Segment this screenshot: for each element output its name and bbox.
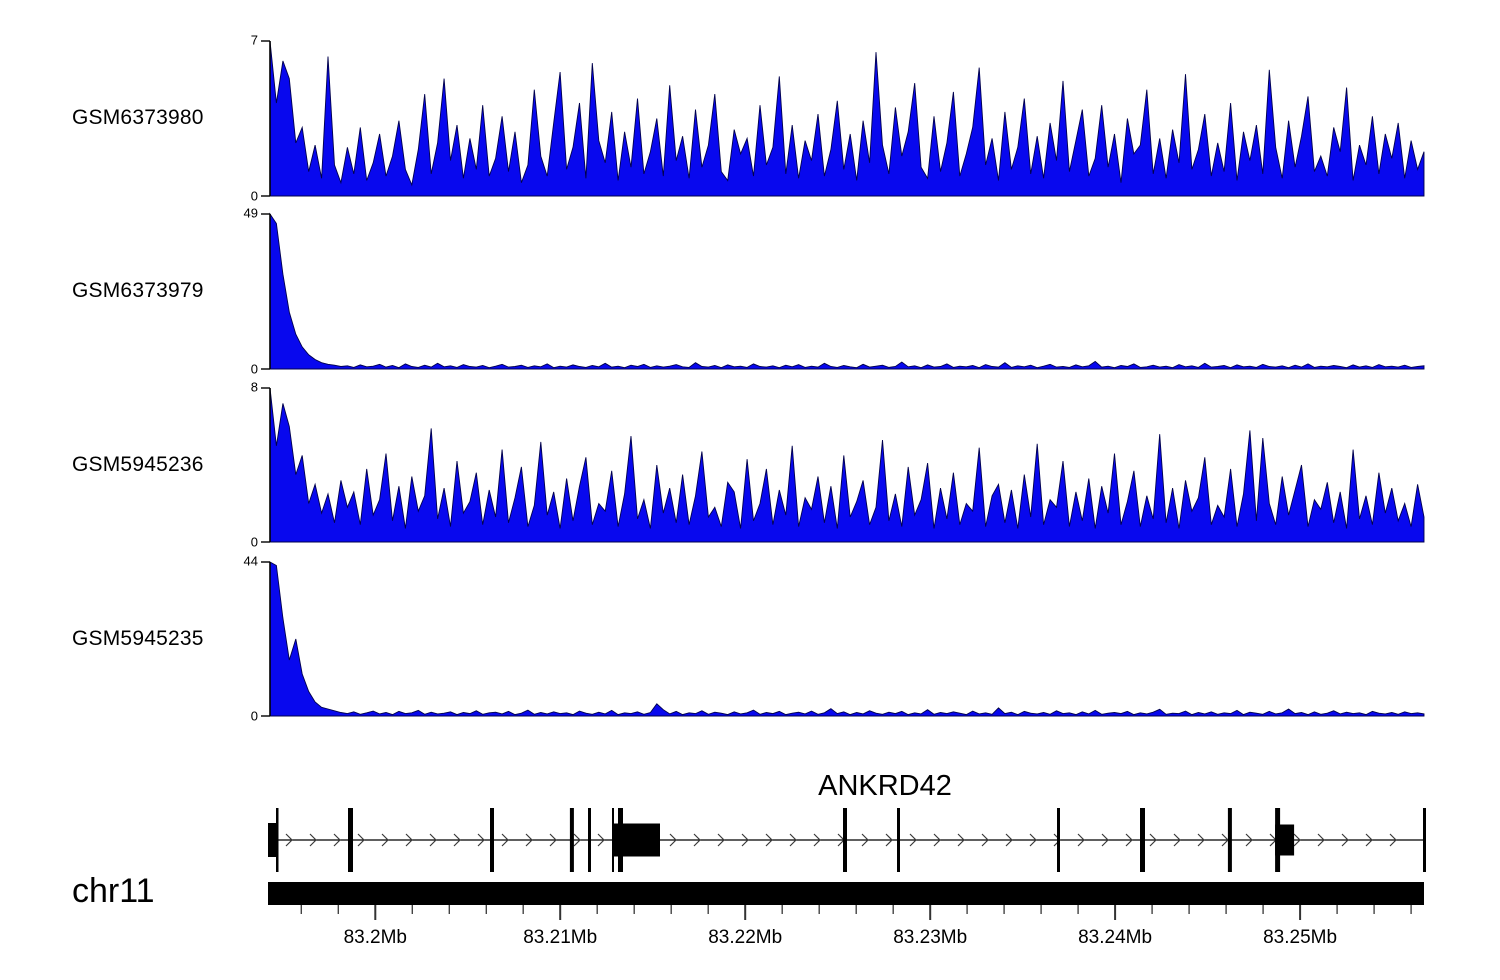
exon-bar	[843, 808, 847, 872]
gene-model-track	[268, 808, 1426, 872]
strand-arrow-icon	[885, 833, 893, 847]
strand-arrow-icon	[501, 833, 509, 847]
strand-arrow-icon	[741, 833, 749, 847]
strand-arrow-icon	[1149, 833, 1157, 847]
y-axis-zero-label: 0	[250, 534, 258, 550]
strand-arrow-icon	[1365, 833, 1373, 847]
strand-arrow-icon	[1029, 833, 1037, 847]
track-label: GSM6373980	[72, 106, 204, 129]
y-axis-zero-label: 0	[250, 188, 258, 204]
track-label: GSM5945235	[72, 626, 204, 650]
signal-area-plot	[261, 387, 1425, 543]
strand-arrow-icon	[789, 833, 797, 847]
exon-bar	[588, 808, 591, 872]
genomic-axis: 83.2Mb 83.21Mb 83.22Mb 83.23Mb 83.24Mb 83.25M…	[300, 905, 1412, 948]
signal-track-row: GSM6373980 7 0	[0, 34, 1500, 203]
x-tick-label: 83.24Mb	[1078, 927, 1152, 948]
chromosome-bar	[268, 882, 1424, 905]
strand-arrow-icon	[1245, 833, 1253, 847]
y-axis-max-label: 8	[250, 379, 258, 395]
strand-arrow-icon	[861, 833, 869, 847]
strand-arrow-icon	[405, 833, 413, 847]
exon-box	[1275, 824, 1295, 856]
exon-box	[268, 823, 276, 857]
strand-arrow-icon	[693, 833, 701, 847]
exon-bar	[276, 808, 279, 872]
strand-arrow-icon	[1293, 833, 1301, 847]
x-tick-label: 83.22Mb	[708, 927, 782, 948]
strand-arrow-icon	[1317, 833, 1325, 847]
x-tick-label: 83.23Mb	[893, 927, 967, 948]
gene-name-label: ANKRD42	[818, 770, 952, 802]
strand-arrow-icon	[549, 833, 557, 847]
signal-area-plot	[261, 40, 1425, 197]
track-label: GSM6373979	[72, 279, 204, 302]
y-axis-max-label: 7	[250, 32, 258, 48]
strand-arrow-icon	[597, 833, 605, 847]
strand-arrow-icon	[1389, 833, 1397, 847]
strand-arrow-icon	[1341, 833, 1349, 847]
exon-box	[612, 823, 660, 857]
track-label: GSM5945236	[72, 452, 204, 476]
y-axis-zero-label: 0	[250, 361, 258, 377]
signal-area-polygon	[269, 40, 1425, 197]
strand-arrow-icon	[669, 833, 677, 847]
strand-arrow-icon	[453, 833, 461, 847]
x-tick-label: 83.2Mb	[344, 927, 407, 948]
strand-arrow-icon	[933, 833, 941, 847]
strand-arrow-icon	[525, 833, 533, 847]
strand-arrow-icon	[981, 833, 989, 847]
exon-bar	[1423, 808, 1426, 872]
strand-arrow-icon	[429, 833, 437, 847]
strand-arrow-icon	[381, 833, 389, 847]
strand-arrow-icon	[1005, 833, 1013, 847]
exon-bar	[1057, 808, 1060, 872]
strand-arrow-icon	[285, 833, 293, 847]
strand-arrow-icon	[309, 833, 317, 847]
exon-bar	[348, 808, 353, 872]
signal-area-polygon	[269, 212, 1425, 370]
exon-bar	[897, 808, 900, 872]
strand-arrow-icon	[813, 833, 821, 847]
strand-arrow-icon	[477, 833, 485, 847]
exon-bar	[490, 808, 494, 872]
y-axis-max-label: 44	[243, 553, 258, 569]
strand-arrow-icon	[957, 833, 965, 847]
strand-arrow-icon	[765, 833, 773, 847]
signal-area-plot	[261, 561, 1425, 717]
strand-arrow-icon	[909, 833, 917, 847]
x-tick-label: 83.21Mb	[523, 927, 597, 948]
strand-arrow-icon	[1077, 833, 1085, 847]
y-axis-zero-label: 0	[250, 708, 258, 724]
strand-arrow-icon	[717, 833, 725, 847]
exon-bar	[1227, 808, 1232, 872]
exon-bar	[569, 808, 574, 872]
strand-arrow-icon	[1101, 833, 1109, 847]
signal-area-polygon	[269, 561, 1425, 717]
chromosome-label: chr11	[72, 872, 155, 910]
signal-area-plot	[261, 212, 1425, 370]
strand-arrow-icon	[1173, 833, 1181, 847]
x-tick-label: 83.25Mb	[1263, 927, 1337, 948]
signal-area-polygon	[269, 387, 1425, 543]
strand-arrow-icon	[573, 833, 581, 847]
signal-track-row: GSM6373979 49 0	[0, 207, 1500, 376]
y-axis-max-label: 49	[243, 205, 258, 221]
strand-arrow-icon	[1197, 833, 1205, 847]
strand-arrow-icon	[1125, 833, 1133, 847]
exon-bar	[1140, 808, 1145, 872]
strand-arrow-icon	[333, 833, 341, 847]
strand-arrow-icon	[357, 833, 365, 847]
signal-track-row: GSM5945235 44 0	[0, 555, 1500, 723]
signal-track-row: GSM5945236 8 0	[0, 381, 1500, 549]
